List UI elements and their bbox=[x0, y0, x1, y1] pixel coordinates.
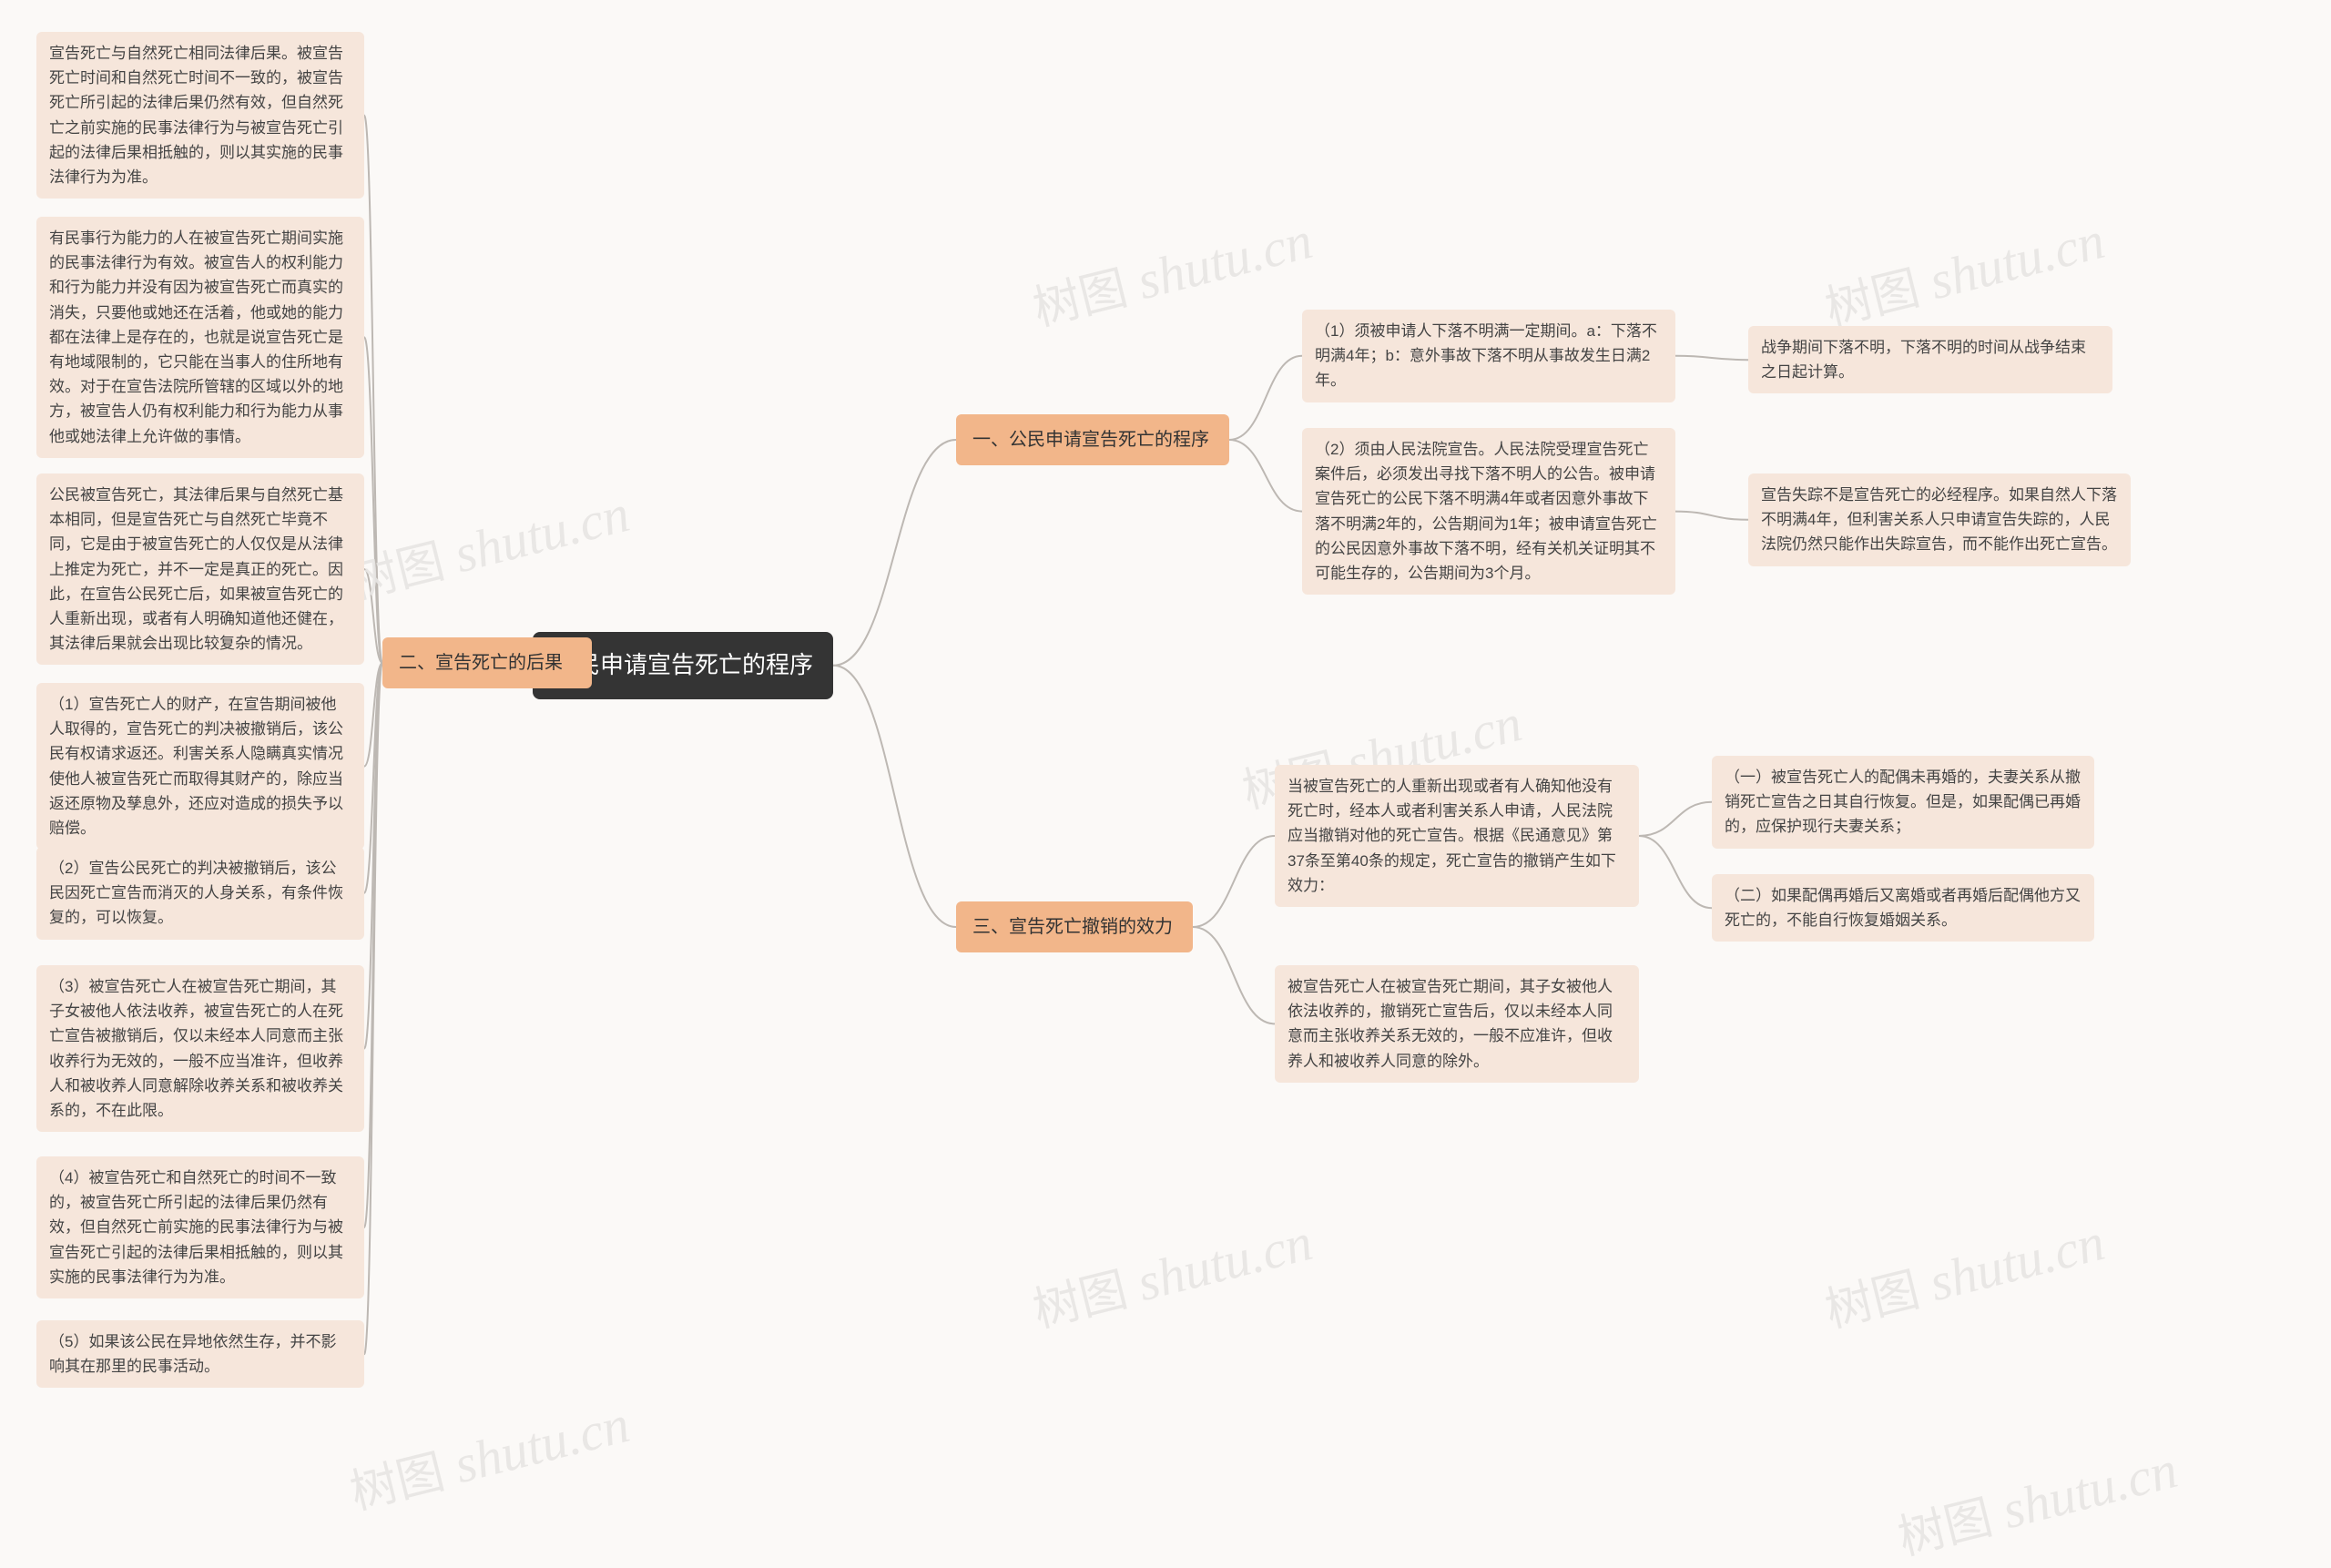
leaf-node[interactable]: （一）被宣告死亡人的配偶未再婚的，夫妻关系从撤销死亡宣告之日其自行恢复。但是，如… bbox=[1712, 756, 2094, 849]
leaf-node[interactable]: 公民被宣告死亡，其法律后果与自然死亡基本相同，但是宣告死亡与自然死亡毕竟不同，它… bbox=[36, 473, 364, 665]
watermark: 树图 shutu.cn bbox=[342, 1387, 636, 1522]
leaf-node[interactable]: 战争期间下落不明，下落不明的时间从战争结束之日起计算。 bbox=[1748, 326, 2112, 393]
leaf-node[interactable]: 宣告失踪不是宣告死亡的必经程序。如果自然人下落不明满4年，但利害关系人只申请宣告… bbox=[1748, 473, 2131, 566]
leaf-node[interactable]: （2）宣告公民死亡的判决被撤销后，该公民因死亡宣告而消灭的人身关系，有条件恢复的… bbox=[36, 847, 364, 940]
leaf-node[interactable]: 被宣告死亡人在被宣告死亡期间，其子女被他人依法收养的，撤销死亡宣告后，仅以未经本… bbox=[1275, 965, 1639, 1083]
leaf-node[interactable]: 有民事行为能力的人在被宣告死亡期间实施的民事法律行为有效。被宣告人的权利能力和行… bbox=[36, 217, 364, 458]
leaf-node[interactable]: （1）须被申请人下落不明满一定期间。a：下落不明满4年；b：意外事故下落不明从事… bbox=[1302, 310, 1675, 402]
branch-consequence[interactable]: 二、宣告死亡的后果 bbox=[382, 637, 592, 688]
leaf-node[interactable]: （3）被宣告死亡人在被宣告死亡期间，其子女被他人依法收养，被宣告死亡的人在死亡宣… bbox=[36, 965, 364, 1132]
branch-procedure[interactable]: 一、公民申请宣告死亡的程序 bbox=[956, 414, 1229, 465]
leaf-node[interactable]: 当被宣告死亡的人重新出现或者有人确知他没有死亡时，经本人或者利害关系人申请，人民… bbox=[1275, 765, 1639, 907]
watermark: 树图 shutu.cn bbox=[342, 476, 636, 612]
branch-revoke[interactable]: 三、宣告死亡撤销的效力 bbox=[956, 901, 1193, 952]
watermark: 树图 shutu.cn bbox=[1817, 1205, 2111, 1340]
watermark: 树图 shutu.cn bbox=[1890, 1432, 2183, 1568]
watermark: 树图 shutu.cn bbox=[1025, 1205, 1318, 1340]
leaf-node[interactable]: 宣告死亡与自然死亡相同法律后果。被宣告死亡时间和自然死亡时间不一致的，被宣告死亡… bbox=[36, 32, 364, 199]
leaf-node[interactable]: （4）被宣告死亡和自然死亡的时间不一致的，被宣告死亡所引起的法律后果仍然有效，但… bbox=[36, 1156, 364, 1298]
watermark: 树图 shutu.cn bbox=[1817, 203, 2111, 339]
leaf-node[interactable]: （2）须由人民法院宣告。人民法院受理宣告死亡案件后，必须发出寻找下落不明人的公告… bbox=[1302, 428, 1675, 595]
leaf-node[interactable]: （5）如果该公民在异地依然生存，并不影响其在那里的民事活动。 bbox=[36, 1320, 364, 1388]
watermark: 树图 shutu.cn bbox=[1025, 203, 1318, 339]
leaf-node[interactable]: （1）宣告死亡人的财产，在宣告期间被他人取得的，宣告死亡的判决被撤销后，该公民有… bbox=[36, 683, 364, 850]
leaf-node[interactable]: （二）如果配偶再婚后又离婚或者再婚后配偶他方又死亡的，不能自行恢复婚姻关系。 bbox=[1712, 874, 2094, 942]
